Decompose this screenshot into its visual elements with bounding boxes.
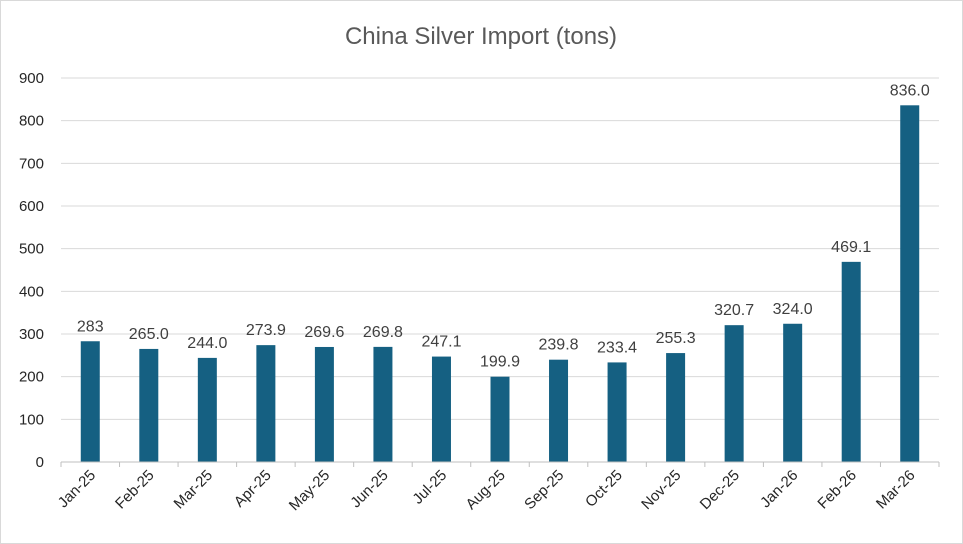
bar — [841, 261, 861, 462]
x-tick-label: Jan-26 — [757, 467, 801, 511]
data-label: 244.0 — [187, 335, 227, 352]
x-tick-label: Mar-26 — [873, 467, 919, 513]
x-tick-label: Apr-25 — [231, 467, 275, 511]
x-tick-label: May-25 — [286, 467, 333, 514]
y-tick-label: 300 — [19, 326, 44, 343]
bar — [139, 348, 159, 462]
y-tick-label: 200 — [19, 369, 44, 386]
bar — [256, 345, 276, 462]
y-tick-label: 400 — [19, 283, 44, 300]
y-tick-label: 700 — [19, 155, 44, 172]
data-label: 199.9 — [480, 354, 520, 371]
bar — [666, 353, 686, 462]
data-label: 233.4 — [597, 339, 637, 356]
data-label: 469.1 — [831, 239, 871, 256]
data-labels: 283 265.0 244.0 273.9 269.6 269.8 247.1 199.9 23… — [77, 82, 930, 370]
x-tick-label: Feb-25 — [112, 467, 158, 513]
x-tick-label: Nov-25 — [638, 467, 684, 513]
data-label: 273.9 — [246, 322, 286, 339]
y-axis-ticks: 0 100 200 300 400 500 600 700 800 900 — [19, 70, 44, 471]
y-tick-label: 600 — [19, 198, 44, 215]
y-tick-label: 800 — [19, 113, 44, 130]
data-label: 836.0 — [890, 82, 930, 99]
y-tick-label: 100 — [19, 411, 44, 428]
bar — [431, 356, 451, 462]
bar — [314, 346, 334, 462]
x-tick-label: Mar-25 — [171, 467, 217, 513]
data-label: 324.0 — [773, 301, 813, 318]
x-tick-label: Aug-25 — [463, 467, 509, 513]
y-tick-label: 500 — [19, 241, 44, 258]
x-tick-label: Dec-25 — [697, 467, 743, 513]
bar — [724, 325, 744, 462]
x-tick-label: Jul-25 — [409, 467, 450, 508]
data-label: 283 — [77, 318, 104, 335]
chart-title: China Silver Import (tons) — [345, 23, 617, 50]
bar — [373, 346, 393, 462]
bar — [490, 376, 510, 462]
x-tick-label: Oct-25 — [582, 467, 626, 511]
x-tick-label: Feb-26 — [814, 467, 860, 513]
bar — [607, 362, 627, 462]
data-label: 320.7 — [714, 302, 754, 319]
bar — [549, 359, 569, 462]
data-label: 269.8 — [363, 324, 403, 341]
y-tick-label: 0 — [36, 454, 44, 471]
x-axis-ticks: Jan-25 Feb-25 Mar-25 Apr-25 May-25 Jun-25 Jul-… — [55, 462, 940, 514]
data-label: 239.8 — [539, 337, 579, 354]
data-label: 255.3 — [656, 330, 696, 347]
bar — [900, 105, 920, 462]
bar — [197, 357, 217, 462]
data-label: 265.0 — [129, 326, 169, 343]
x-tick-label: Sep-25 — [521, 467, 567, 513]
y-tick-label: 900 — [19, 70, 44, 87]
bars — [80, 105, 920, 462]
bar — [80, 341, 100, 462]
x-tick-label: Jun-25 — [347, 467, 391, 511]
bar — [783, 323, 803, 462]
x-tick-label: Jan-25 — [55, 467, 99, 511]
data-label: 269.6 — [304, 324, 344, 341]
data-label: 247.1 — [421, 334, 461, 351]
